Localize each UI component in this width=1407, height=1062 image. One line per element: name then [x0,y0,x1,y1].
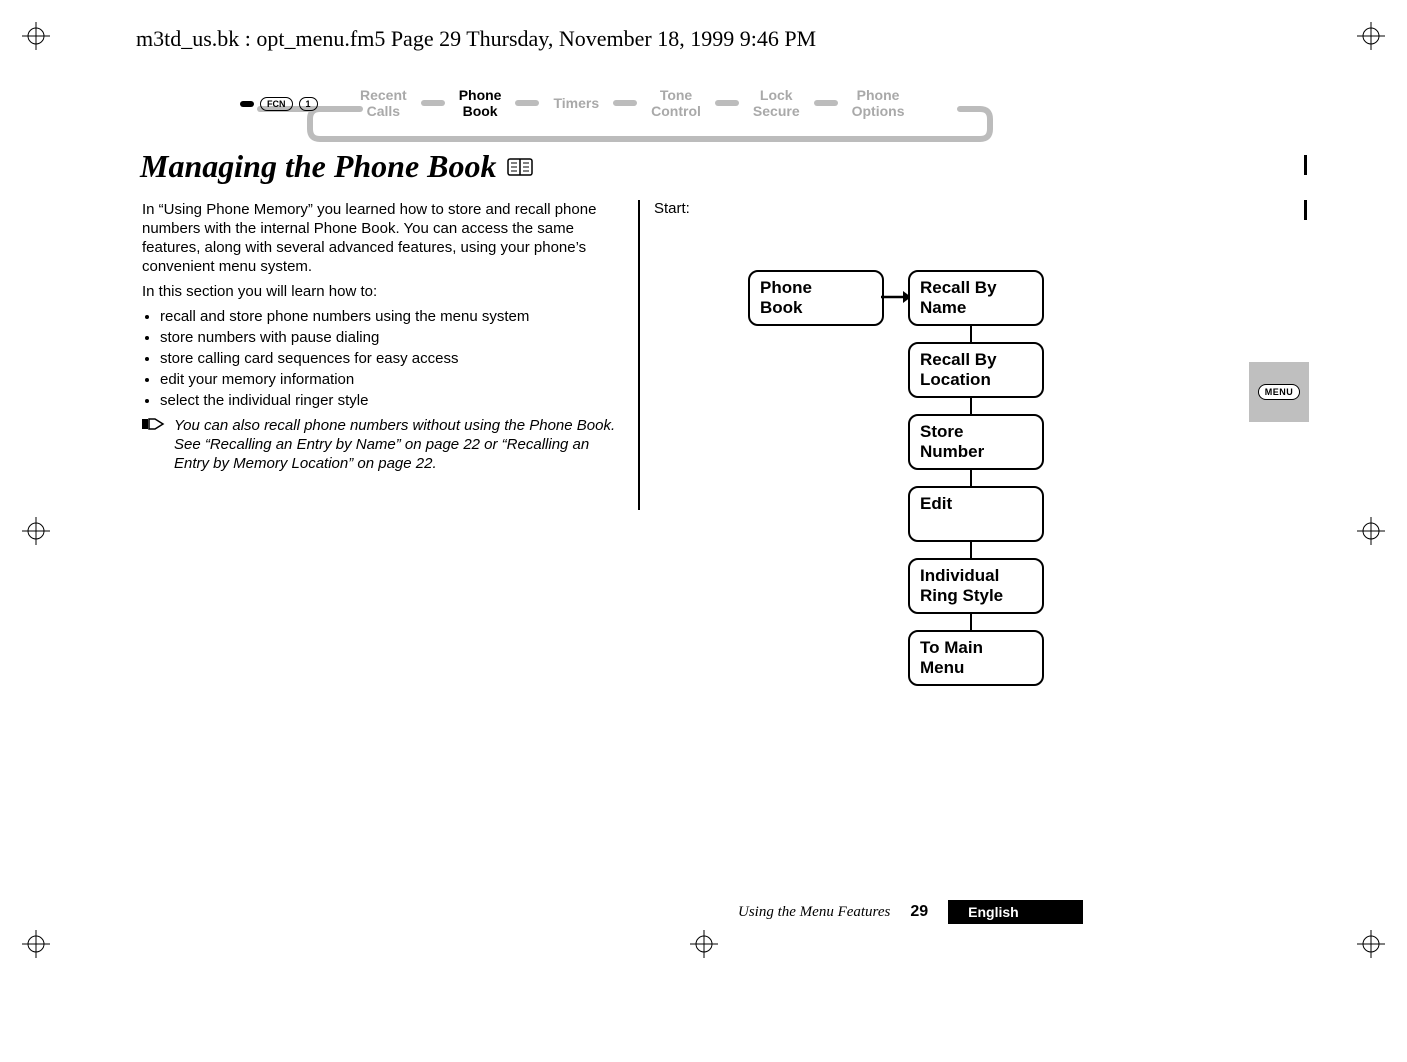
page-footer: Using the Menu Features 29 English [738,900,1083,924]
nav-phone-options: PhoneOptions [852,87,905,119]
fcn-key-sequence: FCN 1 [240,97,318,111]
flow-phone-book: PhoneBook [748,270,884,326]
note-callout: You can also recall phone numbers withou… [142,416,622,473]
column-divider [638,200,640,510]
nav-connector [421,100,445,106]
intro-text: In “Using Phone Memory” you learned how … [142,200,622,473]
footer-section: Using the Menu Features [738,904,890,921]
flow-individual-ring-style: IndividualRing Style [908,558,1044,614]
file-header: m3td_us.bk : opt_menu.fm5 Page 29 Thursd… [136,26,816,52]
crop-mark [690,930,718,958]
nav-connector [814,100,838,106]
flow-connector [970,326,972,342]
crop-mark [1357,930,1385,958]
nav-connector [715,100,739,106]
page: m3td_us.bk : opt_menu.fm5 Page 29 Thursd… [0,0,1407,1062]
flow-edit: Edit [908,486,1044,542]
flow-arrow [881,290,911,309]
flow-connector [970,542,972,558]
hand-pointer-icon [142,416,168,473]
nav-lock-secure: LockSecure [753,87,800,119]
crop-mark [22,930,50,958]
nav-tone-control: ToneControl [651,87,701,119]
fcn-button-icon: FCN [260,97,293,111]
page-number: 29 [910,903,928,921]
change-bar [1304,200,1307,220]
start-label: Start: [654,200,1094,217]
menu-tab: MENU [1249,362,1309,422]
flow-connector [970,470,972,486]
nav-recent-calls: RecentCalls [360,87,407,119]
flow-connector [970,398,972,414]
crop-mark [1357,22,1385,50]
bullet-item: edit your memory information [160,370,622,389]
bullet-item: store calling card sequences for easy ac… [160,349,622,368]
flow-recall-by-name: Recall ByName [908,270,1044,326]
crop-mark [22,517,50,545]
crop-mark [22,22,50,50]
phonebook-icon [507,156,533,178]
change-bar [1304,155,1307,175]
one-button-icon: 1 [299,97,318,111]
nav-connector [613,100,637,106]
section-title: Managing the Phone Book [140,148,533,185]
flow-connector [970,614,972,630]
flow-recall-by-location: Recall ByLocation [908,342,1044,398]
right-column: Start: [654,200,1094,229]
bullet-item: select the individual ringer style [160,391,622,410]
flow-to-main-menu: To MainMenu [908,630,1044,686]
crop-mark [1357,517,1385,545]
bullet-item: store numbers with pause dialing [160,328,622,347]
flow-store-number: StoreNumber [908,414,1044,470]
nav-phone-book: PhoneBook [459,87,502,119]
nav-connector [515,100,539,106]
menu-button-icon: MENU [1258,384,1301,400]
language-label: English [948,900,1083,924]
bullet-item: recall and store phone numbers using the… [160,307,622,326]
nav-timers: Timers [553,95,599,111]
